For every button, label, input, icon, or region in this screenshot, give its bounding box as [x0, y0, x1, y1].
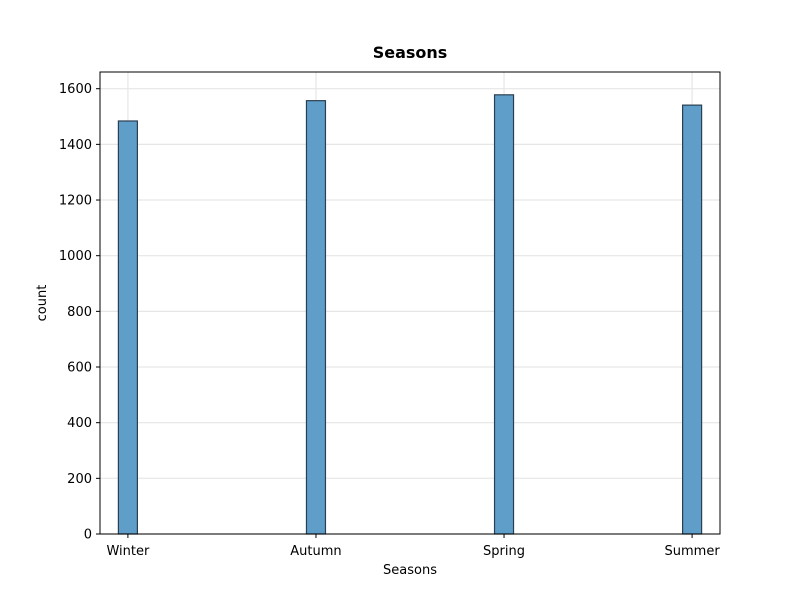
x-axis-title: Seasons	[383, 563, 437, 578]
bar-layer	[117, 94, 703, 535]
y-tick-label: 1600	[59, 82, 92, 97]
y-tick-label: 1400	[59, 138, 92, 153]
bar-winter	[117, 120, 139, 535]
bar-autumn	[305, 100, 327, 535]
plot-frame	[99, 71, 721, 535]
y-tick-label: 1200	[59, 194, 92, 209]
y-tick-label: 600	[67, 361, 92, 376]
grid-layer	[100, 72, 720, 535]
x-tick-label: Spring	[483, 544, 525, 559]
x-tick-label: Autumn	[290, 544, 341, 559]
y-tick-label: 200	[67, 472, 92, 487]
y-tick-label: 800	[67, 305, 92, 320]
y-tick-label: 1000	[59, 249, 92, 264]
y-axis-title: count	[35, 285, 50, 322]
bar-spring	[493, 94, 515, 535]
chart-title: Seasons	[373, 43, 448, 62]
tick-layer: 0 200 400 600 800 1000 1200 1400 1600 Winter Autum…	[59, 82, 720, 559]
bar-summer	[681, 104, 703, 535]
x-tick-label: Winter	[106, 544, 150, 559]
x-tick-label: Summer	[665, 544, 721, 559]
y-tick-label: 0	[84, 528, 92, 543]
y-tick-label: 400	[67, 416, 92, 431]
